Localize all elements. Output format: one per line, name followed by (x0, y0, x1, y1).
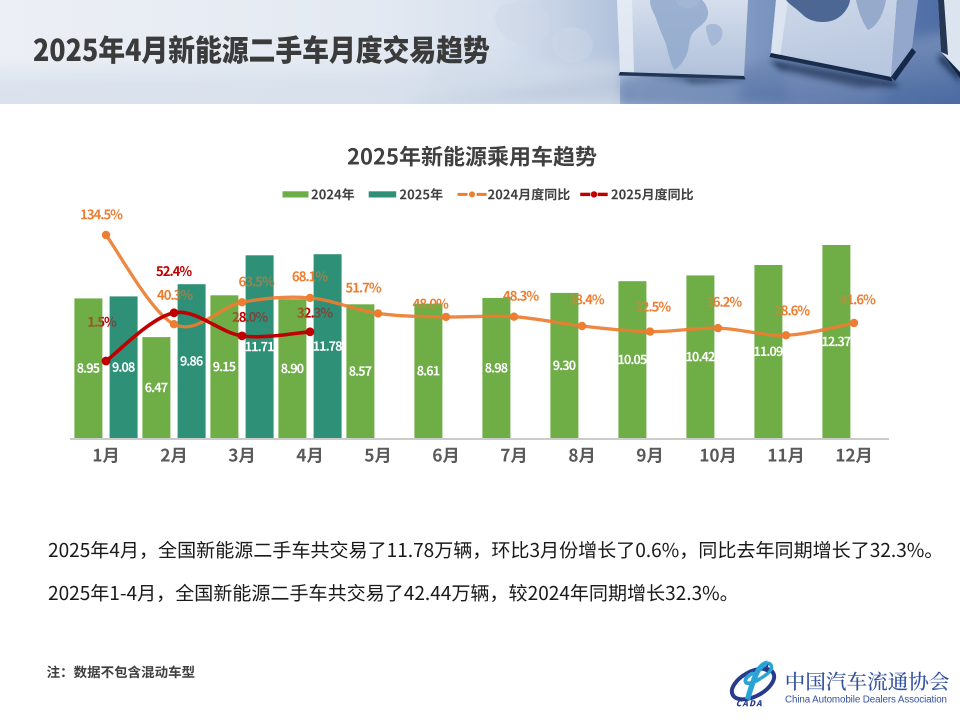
svg-text:China Automobile Dealers Assoc: China Automobile Dealers Association (785, 695, 947, 706)
